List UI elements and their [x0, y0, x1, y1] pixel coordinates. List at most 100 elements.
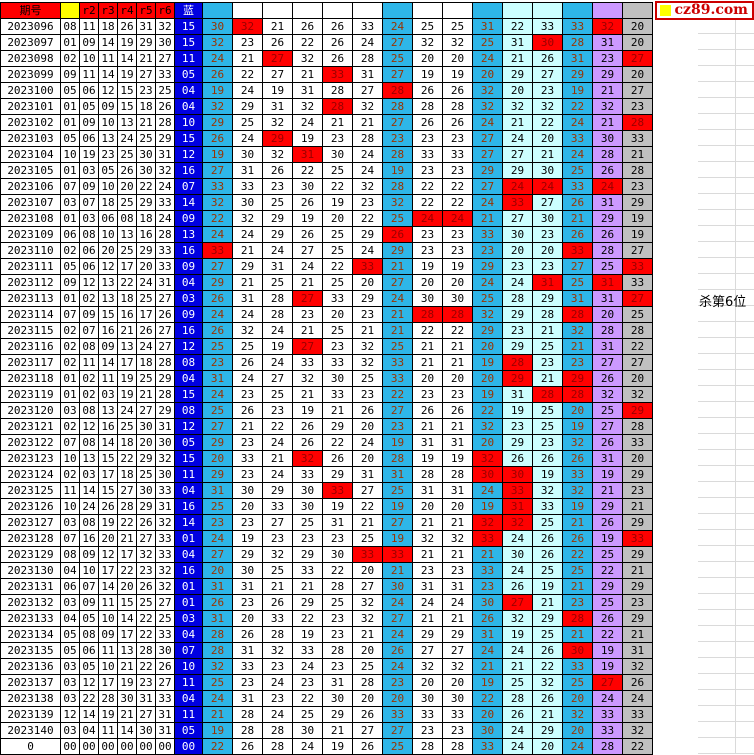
analysis-cell[interactable]: 23	[292, 674, 323, 691]
analysis-cell[interactable]: 30	[232, 146, 263, 163]
analysis-cell[interactable]: 23	[262, 530, 293, 547]
analysis-cell[interactable]: 31	[202, 482, 233, 499]
red-ball-cell[interactable]: 03	[60, 674, 80, 691]
analysis-cell[interactable]: 23	[232, 594, 263, 611]
analysis-cell[interactable]: 21	[442, 610, 473, 627]
analysis-cell[interactable]: 23	[232, 514, 263, 531]
analysis-cell[interactable]: 21	[622, 626, 653, 643]
analysis-cell[interactable]: 24	[292, 738, 323, 755]
red-ball-cell[interactable]: 00	[98, 738, 118, 755]
red-ball-cell[interactable]: 17	[117, 626, 137, 643]
analysis-cell-highlighted[interactable]: 33	[352, 258, 383, 275]
analysis-cell[interactable]: 32	[352, 594, 383, 611]
analysis-cell[interactable]: 21	[532, 370, 563, 387]
analysis-cell[interactable]: 23	[352, 386, 383, 403]
analysis-cell[interactable]: 31	[382, 466, 413, 483]
analysis-cell[interactable]: 31	[562, 290, 593, 307]
analysis-cell[interactable]: 21	[382, 258, 413, 275]
analysis-cell[interactable]: 25	[412, 18, 443, 35]
analysis-cell[interactable]: 31	[322, 514, 353, 531]
analysis-cell[interactable]: 19	[262, 338, 293, 355]
analysis-cell[interactable]: 32	[202, 98, 233, 115]
analysis-cell[interactable]: 29	[622, 610, 653, 627]
red-ball-cell[interactable]: 15	[117, 82, 137, 99]
red-ball-cell[interactable]: 30	[136, 162, 156, 179]
analysis-cell[interactable]: 31	[232, 690, 263, 707]
analysis-cell[interactable]: 25	[562, 674, 593, 691]
analysis-cell[interactable]: 19	[202, 82, 233, 99]
analysis-cell[interactable]: 27	[352, 722, 383, 739]
analysis-cell-highlighted[interactable]: 28	[442, 306, 473, 323]
analysis-cell[interactable]: 32	[562, 482, 593, 499]
analysis-cell[interactable]: 24	[472, 114, 503, 131]
red-ball-cell[interactable]: 32	[155, 450, 175, 467]
red-ball-cell[interactable]: 10	[98, 114, 118, 131]
analysis-cell[interactable]: 28	[262, 738, 293, 755]
analysis-cell[interactable]: 25	[592, 594, 623, 611]
red-ball-cell[interactable]: 23	[98, 146, 118, 163]
analysis-cell[interactable]: 32	[622, 658, 653, 675]
blue-ball-cell[interactable]: 04	[174, 370, 203, 387]
analysis-cell[interactable]: 23	[442, 562, 473, 579]
analysis-cell[interactable]: 25	[502, 674, 533, 691]
analysis-cell[interactable]: 32	[532, 482, 563, 499]
analysis-cell[interactable]: 28	[352, 50, 383, 67]
analysis-cell[interactable]: 29	[202, 466, 233, 483]
analysis-cell-highlighted[interactable]: 30	[502, 466, 533, 483]
analysis-cell[interactable]: 23	[562, 354, 593, 371]
analysis-cell[interactable]: 20	[352, 418, 383, 435]
analysis-cell[interactable]: 26	[442, 82, 473, 99]
analysis-cell[interactable]: 22	[412, 194, 443, 211]
analysis-cell[interactable]: 33	[592, 722, 623, 739]
analysis-cell[interactable]: 19	[442, 66, 473, 83]
analysis-cell[interactable]: 25	[202, 674, 233, 691]
analysis-cell[interactable]: 29	[622, 546, 653, 563]
red-ball-cell[interactable]: 22	[136, 658, 156, 675]
analysis-cell[interactable]: 21	[442, 354, 473, 371]
analysis-cell[interactable]: 23	[412, 722, 443, 739]
analysis-cell-highlighted[interactable]: 30	[562, 642, 593, 659]
analysis-cell[interactable]: 23	[532, 434, 563, 451]
analysis-cell[interactable]: 29	[532, 610, 563, 627]
analysis-cell[interactable]: 33	[322, 386, 353, 403]
red-ball-cell[interactable]: 22	[136, 178, 156, 195]
analysis-cell[interactable]: 26	[292, 418, 323, 435]
analysis-cell[interactable]: 23	[262, 658, 293, 675]
analysis-cell[interactable]: 24	[262, 466, 293, 483]
red-ball-cell[interactable]: 12	[79, 674, 99, 691]
red-ball-cell[interactable]: 13	[117, 642, 137, 659]
analysis-cell[interactable]: 19	[292, 210, 323, 227]
red-ball-cell[interactable]: 33	[155, 482, 175, 499]
analysis-cell[interactable]: 20	[472, 706, 503, 723]
analysis-cell[interactable]: 29	[562, 66, 593, 83]
red-ball-cell[interactable]: 19	[98, 706, 118, 723]
red-ball-cell[interactable]: 02	[60, 242, 80, 259]
red-ball-cell[interactable]: 17	[98, 674, 118, 691]
analysis-cell[interactable]: 28	[352, 674, 383, 691]
red-ball-cell[interactable]: 12	[98, 258, 118, 275]
analysis-cell[interactable]: 26	[622, 674, 653, 691]
red-ball-cell[interactable]: 11	[98, 594, 118, 611]
analysis-cell[interactable]: 20	[412, 274, 443, 291]
analysis-cell[interactable]: 24	[262, 674, 293, 691]
analysis-cell[interactable]: 20	[472, 338, 503, 355]
red-ball-cell[interactable]: 09	[79, 178, 99, 195]
analysis-cell[interactable]: 25	[322, 322, 353, 339]
red-ball-cell[interactable]: 32	[155, 578, 175, 595]
red-ball-cell[interactable]: 16	[117, 306, 137, 323]
analysis-cell[interactable]: 29	[622, 194, 653, 211]
analysis-cell[interactable]: 30	[292, 722, 323, 739]
analysis-cell[interactable]: 23	[382, 674, 413, 691]
analysis-cell[interactable]: 21	[562, 578, 593, 595]
analysis-cell-highlighted[interactable]: 32	[592, 18, 623, 35]
red-ball-cell[interactable]: 32	[136, 546, 156, 563]
analysis-cell[interactable]: 32	[622, 386, 653, 403]
analysis-cell[interactable]: 25	[592, 546, 623, 563]
analysis-cell[interactable]: 28	[442, 98, 473, 115]
analysis-cell-highlighted[interactable]: 33	[622, 530, 653, 547]
analysis-cell-highlighted[interactable]: 27	[262, 50, 293, 67]
analysis-cell[interactable]: 29	[592, 578, 623, 595]
red-ball-cell[interactable]: 07	[79, 322, 99, 339]
analysis-cell[interactable]: 25	[382, 482, 413, 499]
analysis-cell[interactable]: 25	[532, 402, 563, 419]
